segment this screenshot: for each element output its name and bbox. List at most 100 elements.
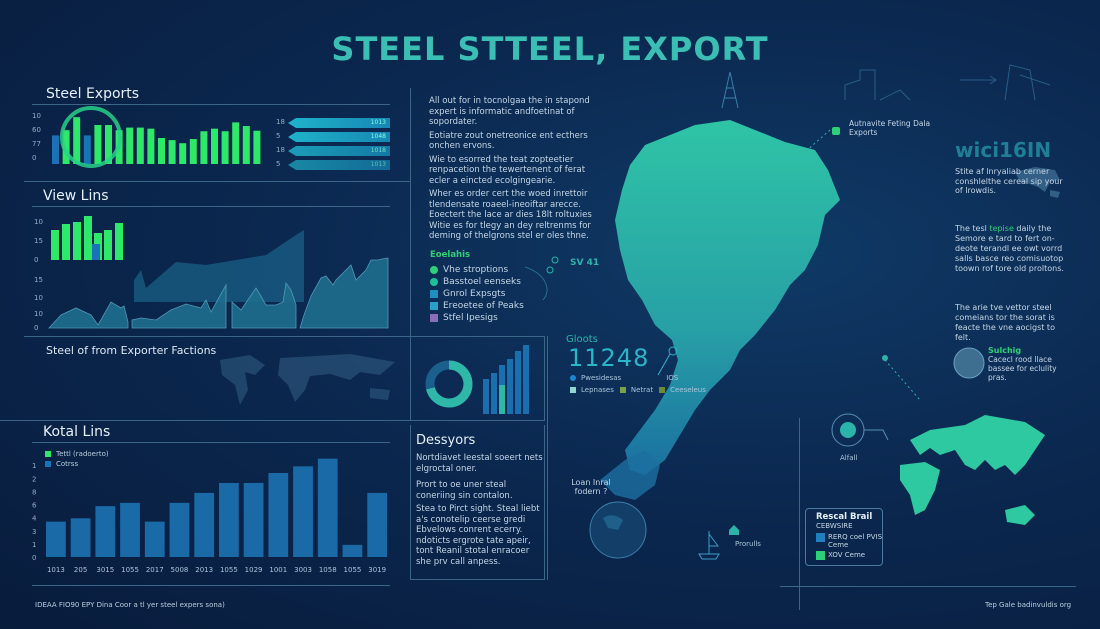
donut-chart [425,345,529,414]
bar [70,518,91,557]
bar [126,127,134,164]
ytick-label: 6 [32,502,37,510]
divider [32,104,390,105]
atlas-label: Alfall [840,454,858,462]
steel-exports-yaxis: 10 60 77 0 [32,112,44,168]
xtick-label: 2013 [195,566,213,574]
gloots-legend: Pwesidesas IOS Lepnases Netrat Ceeseleus [570,374,706,394]
bar [189,139,197,164]
brand-logo: wici16IN [955,138,1052,162]
right-paragraph-2: The tesl tepise daily the Semore e tard … [955,224,1065,274]
legend-swatch [619,387,626,393]
bar [232,122,240,164]
ytick: 10 [32,112,41,120]
legend-title: Eoelahis [430,250,471,260]
dessyors-panel: Dessyors Nortdiavet Ieestal soeert nets … [410,425,545,580]
bar [317,458,338,557]
ytick: 10 [34,310,43,318]
legend-label: Vhe stroptions [443,265,509,275]
legend-swatch [430,265,438,274]
bar [120,502,140,557]
paragraph: Eotiatre zout onetreonice ent ecthers on… [429,130,588,152]
checkbox-icon[interactable] [816,533,825,542]
xtick-label: 5008 [171,566,189,574]
world-map-icon [220,354,395,405]
legend-item: Ereoetee of Peaks [430,300,524,312]
xtick-label: 3015 [96,566,114,574]
divider [24,181,410,182]
ytick: 0 [34,256,39,264]
sub-title: Sulchig [988,346,1022,355]
legend-item: Gnrol Expsgts [430,288,524,300]
paragraph: All out for in tocnolgaa the in stapond … [429,96,590,127]
hbar: 1048 [288,132,390,142]
checkbox-icon[interactable] [816,551,825,560]
house-icon [729,525,739,535]
text: The tesl [955,224,990,233]
page-title: STEEL STTEEL, EXPORT [331,30,769,68]
area-series [134,230,304,302]
box-title: Rescal Brail [816,512,873,522]
box-item-label: RERQ coel PVIS Ceme [828,533,883,549]
legend-tag: IOS [666,374,679,382]
blue-bar [92,244,100,260]
callout-sub: Exports [849,128,878,137]
steel-exports-hbars: 18 1013 5 1048 18 1018 5 1013 [276,118,390,170]
hbar: 1013 [288,160,390,170]
view-lins-area-chart [48,216,389,329]
bar [73,117,81,164]
xtick-label: 3003 [294,566,312,574]
ytick: 60 [32,126,41,134]
kotal-lins-bar-chart: 0 1 3 4 6 8 2 1 1013 205 3015 1055 2017 5008 2013 1055 1… [32,458,388,574]
callout-marker [832,120,845,139]
map-callout: Autnavite Feting Dala Exports [849,119,930,137]
hbar: 1013 [288,118,390,128]
ytick: 15 [34,276,43,284]
right-paragraph-3: The arie tve vettor steel comeians tor t… [955,303,1055,342]
legend-label: Ereoetee of Peaks [443,301,524,311]
divider [799,418,800,610]
sub-text: Cacecl rood llace bassee for eclulity pr… [988,355,1057,382]
intro-text: All out for in tocnolgaa the in stapond … [429,96,599,242]
legend-item: Tettl (radoerto) [45,450,109,458]
legend-label: Netrat [630,386,654,394]
map-tag: SV 41 [570,258,600,268]
legend-swatch [45,451,51,457]
bar [253,130,261,164]
pin-icon [657,346,678,376]
bar [52,135,59,164]
ytick-label: 0 [32,554,36,562]
bar [242,126,250,164]
legend-swatch [430,301,438,310]
legend-label: Tettl (radoerto) [56,450,109,458]
legend-swatch [430,277,438,286]
factory-pipeline-icon [844,64,1051,101]
legend-swatch [659,387,666,393]
legend-box: Rescal Brail CEBWSIRE RERQ coel PVIS Cem… [805,508,883,566]
globe-label: Loan Inral fodern ? [571,478,611,496]
bar [46,521,66,557]
world-map-icon [1015,167,1060,198]
dessyors-title: Dessyors [416,433,476,448]
paragraph: Nortdiavet Ieestal soeert nets elgroctal… [416,453,543,474]
bar [136,127,144,164]
ytick-label: 1 [32,462,36,470]
bar [158,138,165,164]
xtick-label: 2017 [146,566,164,574]
paragraph: Wie to esorred the teat zopteetier renpa… [429,154,586,186]
kotal-lins-title: Kotal Lins [43,424,111,440]
paragraph: Wher es order cert the woed inrettoir tl… [429,189,592,241]
text: daily the Semore e tard to fert on-deote… [955,224,1064,273]
divider [32,206,390,207]
green-bars [51,216,123,260]
bar [62,130,70,164]
legend-label: Cotrss [56,460,79,468]
callout-label: Autnavite Feting Dala [849,119,931,128]
kotal-legend: Tettl (radoerto) Cotrss [45,450,109,468]
ytick-label: 8 [32,488,36,496]
hbar-tick: 5 [276,160,281,168]
bar [367,492,388,557]
mini-bars [483,345,529,414]
steel-exports-title: Steel Exports [46,86,140,102]
bar [342,544,363,557]
